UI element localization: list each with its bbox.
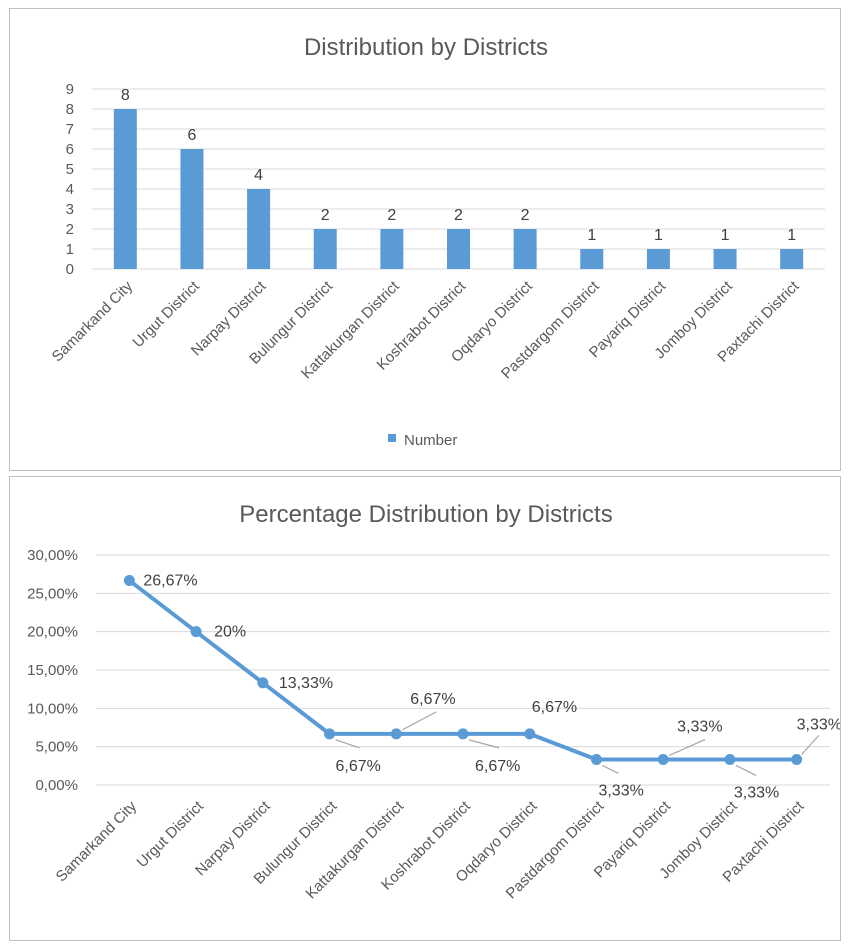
bar-y-tick-label: 6 xyxy=(66,141,74,158)
bar-data-label: 8 xyxy=(121,87,130,104)
line-point xyxy=(590,753,602,765)
bar-data-label: 1 xyxy=(787,227,796,244)
bar-y-tick-label: 7 xyxy=(66,121,74,138)
bar xyxy=(713,249,737,269)
line-data-label: 26,67% xyxy=(143,573,197,590)
line-chart-panel: Percentage Distribution by Districts 0,0… xyxy=(9,476,841,941)
bar-data-label: 2 xyxy=(387,207,396,224)
data-label-leader xyxy=(468,739,500,749)
line-point xyxy=(657,753,669,765)
line-point xyxy=(324,728,336,740)
bar-y-tick-label: 8 xyxy=(66,101,74,118)
bar xyxy=(513,229,537,269)
bar-data-label: 2 xyxy=(321,207,330,224)
line-data-label: 13,33% xyxy=(279,675,333,692)
line-data-label: 6,67% xyxy=(532,699,577,716)
bar-y-tick-label: 3 xyxy=(66,201,74,218)
line-data-label: 20% xyxy=(214,624,246,641)
bar xyxy=(780,249,804,269)
line-y-tick-label: 0,00% xyxy=(35,777,78,794)
bar-data-label: 2 xyxy=(521,207,530,224)
bar xyxy=(580,249,604,269)
line-chart: Percentage Distribution by Districts 0,0… xyxy=(27,501,840,902)
line-point xyxy=(524,728,536,740)
line-chart-title: Percentage Distribution by Districts xyxy=(239,501,612,528)
data-label-leader xyxy=(801,735,820,755)
bar xyxy=(447,229,470,269)
line-data-label: 3,33% xyxy=(797,716,840,733)
legend-label: Number xyxy=(404,432,457,449)
line-y-tick-label: 30,00% xyxy=(27,547,78,564)
legend-swatch xyxy=(388,434,396,442)
line-data-label: 3,33% xyxy=(677,718,722,735)
line-point xyxy=(390,728,402,740)
bar xyxy=(646,249,670,269)
bar xyxy=(247,189,271,269)
line-data-label: 6,67% xyxy=(336,758,381,775)
bar-chart-title: Distribution by Districts xyxy=(304,34,548,61)
bar xyxy=(180,149,204,269)
line-y-tick-label: 20,00% xyxy=(27,624,78,641)
line-point xyxy=(724,753,736,765)
data-label-leader xyxy=(735,764,757,777)
bar xyxy=(313,229,337,269)
line-point xyxy=(190,626,202,638)
data-label-leader xyxy=(335,739,360,749)
line-y-tick-label: 10,00% xyxy=(27,700,78,717)
bar-data-label: 2 xyxy=(454,207,463,224)
line-data-label: 3,33% xyxy=(734,784,779,801)
bar-y-tick-label: 9 xyxy=(66,81,74,98)
bar-chart-panel: Distribution by Districts 0 1 2 3 4 5 6 7 8 9 8 Sam… xyxy=(9,8,841,471)
bar xyxy=(380,229,404,269)
line-point xyxy=(457,728,469,740)
line-y-tick-label: 25,00% xyxy=(27,585,78,602)
bar-data-label: 6 xyxy=(188,127,197,144)
bar-x-tick-label: Samarkand City xyxy=(49,277,137,365)
bar-y-tick-label: 1 xyxy=(66,241,74,258)
bar-x-tick-label: Urgut District xyxy=(129,277,203,351)
line-data-label: 6,67% xyxy=(410,691,455,708)
line-x-tick-label: Samarkand City xyxy=(53,797,141,885)
line-x-tick-label: Urgut District xyxy=(134,797,208,871)
bar xyxy=(113,109,137,269)
bar-y-tick-label: 5 xyxy=(66,161,74,178)
line-data-label: 6,67% xyxy=(475,758,520,775)
line-point xyxy=(123,575,135,587)
bar-y-tick-label: 0 xyxy=(66,261,74,278)
line-data-label: 3,33% xyxy=(598,782,643,799)
bar-chart: Distribution by Districts 0 1 2 3 4 5 6 7 8 9 8 Sam… xyxy=(49,34,825,449)
data-label-leader xyxy=(668,738,706,757)
bar-y-tick-label: 4 xyxy=(66,181,74,198)
line-point xyxy=(791,753,803,765)
bar-data-label: 1 xyxy=(587,227,596,244)
bar-data-label: 4 xyxy=(254,167,263,184)
bar-data-label: 1 xyxy=(721,227,730,244)
data-label-leader xyxy=(602,764,619,775)
bar-data-label: 1 xyxy=(654,227,663,244)
line-y-tick-label: 15,00% xyxy=(27,662,78,679)
line-y-tick-label: 5,00% xyxy=(35,739,78,756)
data-label-leader xyxy=(401,711,437,731)
bar-y-tick-label: 2 xyxy=(66,221,74,238)
line-point xyxy=(257,677,269,689)
